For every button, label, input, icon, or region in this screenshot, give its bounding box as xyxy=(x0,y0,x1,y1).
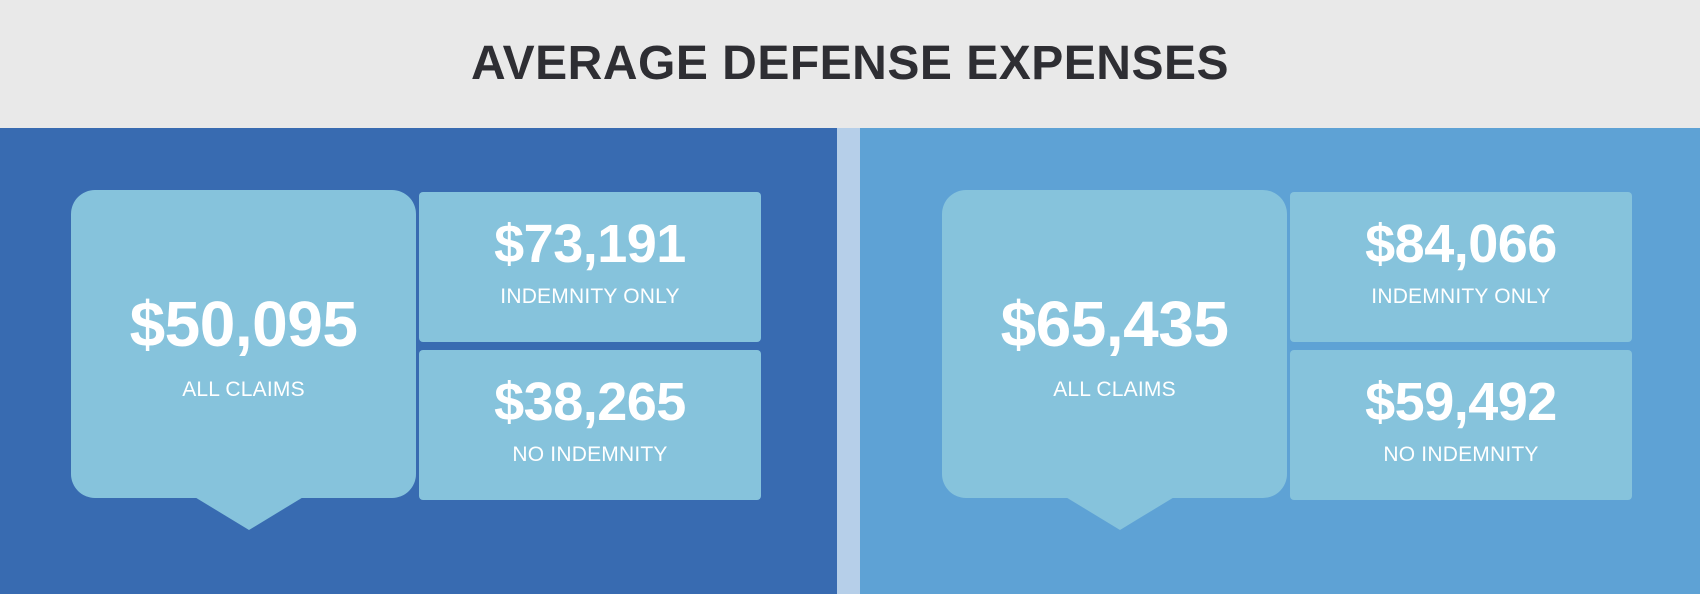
no-indemnity-value: $38,265 xyxy=(494,372,686,432)
callout-pointer xyxy=(193,496,305,530)
no-indemnity-card: $38,265 NO INDEMNITY xyxy=(419,350,761,500)
all-claims-label: ALL CLAIMS xyxy=(1053,378,1176,401)
left-panel: $50,095 ALL CLAIMS $73,191 INDEMNITY ONL… xyxy=(0,128,837,594)
indemnity-only-card: $84,066 INDEMNITY ONLY xyxy=(1290,192,1632,342)
all-claims-label: ALL CLAIMS xyxy=(182,378,305,401)
page-title: AVERAGE DEFENSE EXPENSES xyxy=(471,36,1229,90)
expense-card-group: $50,095 ALL CLAIMS $73,191 INDEMNITY ONL… xyxy=(71,190,761,560)
indemnity-only-card: $73,191 INDEMNITY ONLY xyxy=(419,192,761,342)
indemnity-only-label: INDEMNITY ONLY xyxy=(500,285,680,308)
header-bar: AVERAGE DEFENSE EXPENSES xyxy=(0,0,1700,128)
no-indemnity-card: $59,492 NO INDEMNITY xyxy=(1290,350,1632,500)
right-panel: $65,435 ALL CLAIMS $84,066 INDEMNITY ONL… xyxy=(860,128,1700,594)
all-claims-value: $50,095 xyxy=(129,288,358,360)
no-indemnity-label: NO INDEMNITY xyxy=(512,443,668,466)
all-claims-card: $65,435 ALL CLAIMS xyxy=(942,190,1287,530)
callout-pointer xyxy=(1064,496,1176,530)
indemnity-only-value: $84,066 xyxy=(1365,214,1557,274)
all-claims-card: $50,095 ALL CLAIMS xyxy=(71,190,416,530)
no-indemnity-label: NO INDEMNITY xyxy=(1383,443,1539,466)
all-claims-value: $65,435 xyxy=(1000,288,1229,360)
panel-divider xyxy=(837,128,860,594)
indemnity-only-value: $73,191 xyxy=(494,214,686,274)
expense-card-group: $65,435 ALL CLAIMS $84,066 INDEMNITY ONL… xyxy=(942,190,1632,560)
no-indemnity-value: $59,492 xyxy=(1365,372,1557,432)
indemnity-only-label: INDEMNITY ONLY xyxy=(1371,285,1551,308)
